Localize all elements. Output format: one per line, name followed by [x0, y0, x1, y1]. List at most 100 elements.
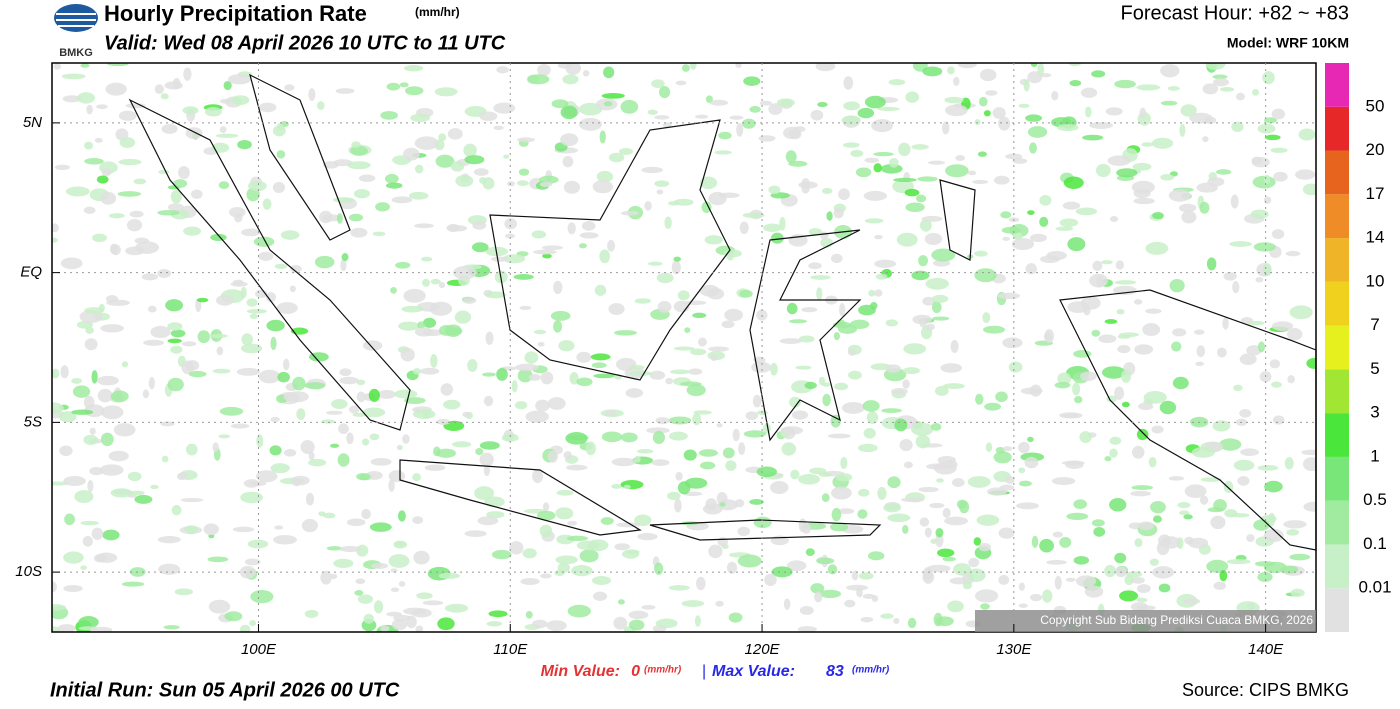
precip-cell — [745, 411, 759, 421]
precip-cell — [319, 210, 333, 224]
precip-cell — [553, 320, 563, 333]
precip-cell — [603, 101, 613, 107]
precip-cell — [339, 368, 352, 377]
precip-cell — [283, 448, 297, 457]
model: Model: WRF 10KM — [1227, 35, 1349, 51]
precip-cell — [715, 600, 724, 607]
precip-cell — [514, 363, 539, 372]
precip-cell — [117, 191, 142, 197]
precip-cell — [451, 441, 472, 448]
x-tick-label: 130E — [996, 641, 1032, 658]
precip-cell — [601, 431, 623, 443]
precip-cell — [244, 558, 261, 566]
precip-cell — [71, 377, 82, 384]
precip-cell — [628, 365, 645, 370]
precip-cell — [230, 281, 248, 287]
precip-cell — [350, 227, 368, 238]
precip-cell — [555, 555, 578, 565]
precip-cell — [904, 188, 920, 197]
precip-cell — [219, 98, 233, 104]
precip-cell — [289, 285, 296, 293]
precip-cell — [421, 256, 433, 262]
precip-cell — [533, 249, 557, 255]
precip-cell — [102, 529, 120, 541]
precip-cell — [121, 361, 129, 368]
precip-cell — [520, 578, 540, 585]
precip-cell — [1130, 602, 1149, 612]
precip-cell — [80, 520, 99, 526]
precip-cell — [1091, 519, 1105, 527]
precip-cell — [810, 109, 824, 121]
precip-cell — [118, 158, 142, 166]
precip-cell — [1237, 476, 1250, 486]
precip-cell — [822, 393, 831, 407]
precip-cell — [1172, 376, 1189, 390]
precip-cell — [196, 297, 209, 303]
precip-cell — [477, 516, 499, 526]
precip-cell — [437, 617, 455, 631]
precip-cell — [1222, 317, 1229, 330]
precip-cell — [1178, 203, 1197, 213]
precip-cell — [1131, 485, 1154, 491]
precip-cell — [972, 179, 989, 184]
precip-cell — [161, 123, 178, 134]
precip-cell — [170, 189, 182, 204]
precip-cell — [851, 570, 859, 581]
precip-cell — [924, 232, 943, 246]
precip-cell — [743, 430, 767, 438]
precip-cell — [671, 260, 681, 275]
precip-cell — [967, 568, 986, 582]
precip-cell — [919, 517, 930, 527]
precip-cell — [834, 382, 849, 391]
precip-cell — [887, 476, 901, 489]
precip-cell — [837, 508, 855, 515]
precip-cell — [716, 491, 728, 505]
precip-cell — [634, 514, 652, 527]
precip-cell — [514, 401, 528, 410]
precip-cell — [537, 63, 551, 76]
precip-cell — [1252, 175, 1276, 189]
precip-cell — [967, 170, 977, 176]
precip-cell — [617, 599, 625, 605]
x-tick-label: 120E — [745, 641, 781, 658]
precip-cell — [1052, 531, 1063, 538]
precip-cell — [1068, 63, 1082, 67]
precip-cell — [927, 160, 946, 165]
precip-cell — [121, 581, 145, 587]
precip-cell — [1027, 210, 1035, 215]
precip-cell — [399, 82, 409, 88]
title-unit: (mm/hr) — [415, 5, 460, 19]
precip-cell — [160, 421, 175, 427]
precip-cell — [174, 588, 194, 596]
precip-cell — [699, 284, 720, 297]
precip-cell — [1057, 124, 1079, 132]
precip-cell — [1139, 107, 1147, 119]
precip-cell — [1161, 536, 1181, 549]
precip-cell — [53, 63, 62, 70]
precip-cell — [348, 213, 364, 222]
precip-cell — [885, 364, 901, 373]
precip-cell — [599, 130, 606, 144]
precip-cell — [491, 549, 512, 560]
precip-cell — [484, 291, 506, 299]
precip-cell — [922, 570, 935, 584]
precip-cell — [63, 476, 86, 487]
colorbar-band — [1325, 456, 1349, 501]
precip-cell — [1116, 168, 1138, 178]
precip-cell — [143, 339, 165, 346]
precip-cell — [844, 599, 856, 608]
precip-cell — [649, 370, 666, 380]
precip-cell — [571, 565, 593, 577]
precip-cell — [826, 211, 833, 221]
precip-cell — [1025, 263, 1037, 275]
precip-cell — [1179, 123, 1186, 137]
precip-cell — [628, 619, 645, 631]
precip-cell — [608, 303, 625, 315]
precip-cell — [1206, 257, 1217, 271]
precip-cell — [611, 457, 636, 467]
precip-cell — [141, 273, 159, 281]
precip-cell — [97, 388, 113, 403]
precip-cell — [931, 316, 950, 321]
precip-cell — [718, 192, 740, 198]
